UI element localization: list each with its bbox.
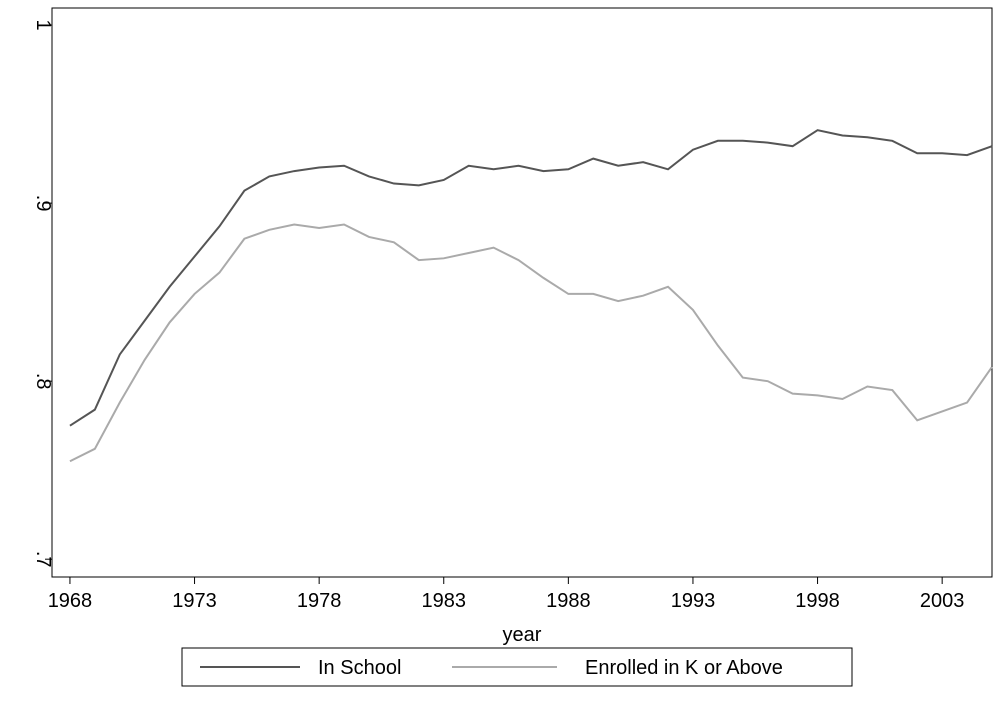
x-tick-label: 1998 (795, 590, 840, 612)
legend-label: Enrolled in K or Above (585, 657, 783, 679)
legend-label: In School (318, 657, 401, 679)
y-tick-label: .7 (32, 551, 54, 568)
plot-frame (51, 7, 993, 578)
x-tick-label: 1973 (172, 590, 217, 612)
x-axis-label: year (503, 624, 542, 646)
x-tick-label: 1993 (671, 590, 716, 612)
y-tick-label: .9 (32, 195, 54, 212)
series-line (69, 129, 993, 427)
x-tick-label: 1968 (48, 590, 93, 612)
y-tick-label: .8 (32, 373, 54, 390)
x-tick-label: 1978 (297, 590, 342, 612)
x-tick-label: 1988 (546, 590, 591, 612)
series-line (69, 223, 993, 463)
x-tick-label: 1983 (421, 590, 466, 612)
x-tick-label: 2003 (920, 590, 965, 612)
legend-box (181, 647, 853, 687)
y-tick-label: 1 (32, 20, 54, 31)
